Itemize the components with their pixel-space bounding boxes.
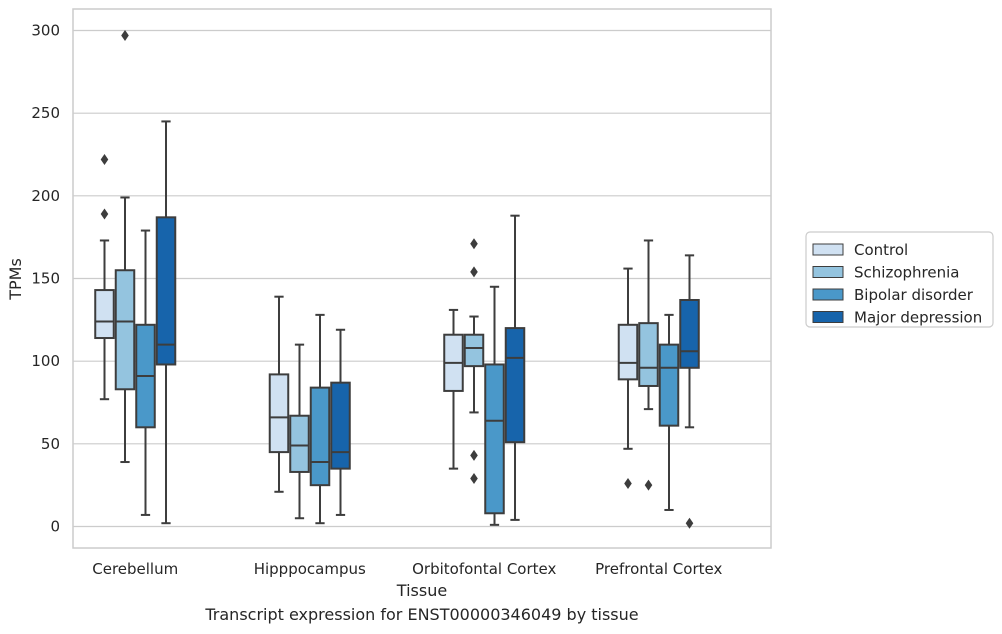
box-bipolar-disorder	[135, 229, 156, 516]
box-iqr	[617, 323, 639, 381]
outlier-point	[470, 266, 478, 278]
box-schizophrenia	[638, 239, 659, 491]
box-iqr	[94, 289, 115, 340]
legend-swatch	[812, 243, 844, 256]
legend: Control Schizophrenia Bipolar disorder Majo…	[805, 231, 994, 328]
outlier-point	[470, 238, 478, 250]
box-iqr	[679, 298, 700, 369]
y-axis-ticks: 0 50 100 150 200 250 300	[31, 21, 60, 535]
box-control	[268, 295, 290, 493]
legend-entry-label: Schizophrenia	[854, 264, 959, 282]
box-iqr	[330, 381, 351, 470]
box-major-depression	[504, 214, 526, 521]
outlier-point	[624, 478, 632, 490]
box-iqr	[658, 343, 680, 427]
box-iqr	[638, 322, 659, 387]
box-control	[617, 267, 639, 490]
box-iqr	[114, 269, 136, 391]
legend-entry-label: Control	[854, 241, 908, 259]
box-schizophrenia	[463, 238, 485, 485]
x-tick-label: Prefrontal Cortex	[595, 560, 722, 578]
y-tick-label: 250	[31, 104, 60, 122]
box-schizophrenia	[289, 343, 310, 520]
outlier-point	[100, 208, 109, 220]
box-schizophrenia	[114, 29, 136, 464]
box-iqr	[309, 386, 331, 487]
y-tick-label: 200	[31, 187, 60, 205]
outlier-point	[100, 153, 109, 165]
box-iqr	[155, 216, 177, 366]
outlier-point	[121, 29, 129, 41]
box-iqr	[289, 414, 310, 473]
x-axis-ticks: Cerebellum Hipppocampus Orbitofontal Corte…	[92, 560, 722, 578]
legend-swatch	[812, 288, 844, 301]
legend-entry-label: Major depression	[854, 309, 982, 327]
box-bipolar-disorder	[484, 285, 505, 526]
grid-lines	[73, 29, 771, 528]
figure-caption: Transcript expression for ENST0000034604…	[205, 605, 639, 624]
plot-frame	[72, 8, 772, 549]
y-tick-label: 100	[31, 352, 60, 370]
box-control	[443, 308, 464, 470]
box-iqr	[504, 327, 526, 444]
box-control	[94, 153, 115, 401]
legend-swatch	[812, 266, 844, 278]
legend-frame	[805, 231, 994, 328]
y-tick-label: 50	[41, 435, 60, 453]
legend-entry-label: Bipolar disorder	[854, 286, 974, 304]
outlier-point	[470, 473, 478, 485]
box-major-depression	[330, 328, 351, 516]
outlier-point	[644, 479, 653, 491]
y-tick-label: 300	[31, 21, 60, 39]
box-iqr	[484, 363, 505, 515]
box-major-depression	[679, 254, 700, 529]
outlier-point	[470, 449, 478, 461]
box-iqr	[463, 333, 485, 368]
box-bipolar-disorder	[309, 313, 331, 525]
x-tick-label: Hipppocampus	[254, 560, 366, 578]
outlier-point	[685, 517, 694, 529]
x-axis-label: Tissue	[396, 581, 447, 600]
box-major-depression	[155, 120, 177, 525]
y-tick-label: 0	[50, 518, 60, 536]
box-iqr	[268, 373, 290, 454]
x-tick-label: Orbitofontal Cortex	[412, 560, 556, 578]
y-tick-label: 150	[31, 270, 60, 288]
boxes	[94, 29, 700, 529]
box-bipolar-disorder	[658, 313, 680, 511]
x-tick-label: Cerebellum	[92, 560, 178, 578]
y-axis-label: TPMs	[6, 258, 25, 301]
legend-swatch	[812, 311, 844, 323]
